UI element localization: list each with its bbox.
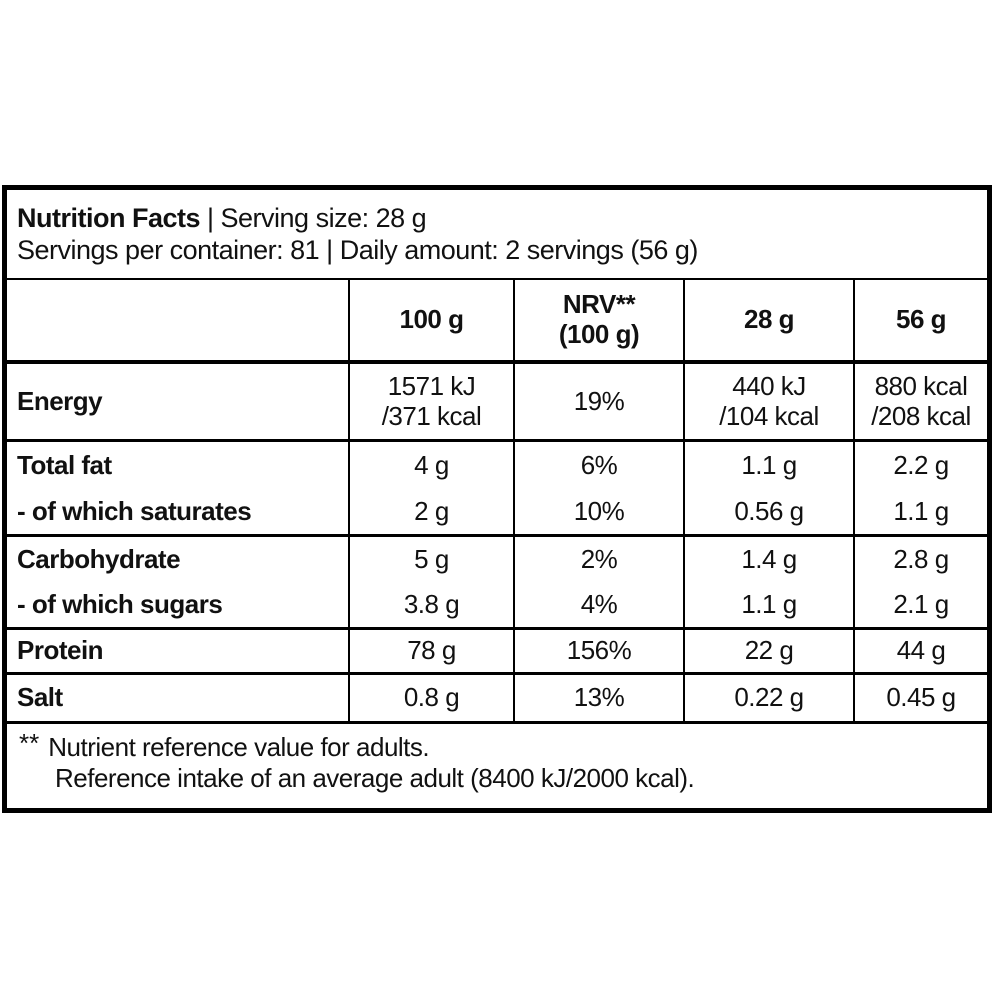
protein-per-100g: 78 g bbox=[350, 630, 515, 672]
total-fat-per-28g: 1.1 g bbox=[685, 442, 855, 489]
carbohydrate-per-100g: 5 g bbox=[350, 537, 515, 582]
footnote-text-2: Reference intake of an average adult (84… bbox=[55, 763, 695, 794]
header-56g: 56 g bbox=[895, 304, 947, 335]
saturates-nrv: 10% bbox=[515, 489, 685, 534]
total-fat-nrv: 6% bbox=[515, 442, 685, 489]
footnote-text-1: Nutrient reference value for adults. bbox=[48, 732, 430, 762]
sugars-row: - of which sugars 3.8 g 4% 1.1 g 2.1 g bbox=[7, 582, 987, 630]
salt-nrv: 13% bbox=[515, 675, 685, 721]
saturates-label: - of which saturates bbox=[7, 489, 350, 534]
nutrition-label: Nutrition Facts | Serving size: 28 g Serv… bbox=[2, 185, 992, 813]
salt-label: Salt bbox=[7, 675, 350, 721]
footnote-block: ** Nutrient reference value for adults. … bbox=[7, 724, 987, 808]
salt-per-100g: 0.8 g bbox=[350, 675, 515, 721]
sugars-nrv: 4% bbox=[515, 582, 685, 627]
sugars-per-28g: 1.1 g bbox=[685, 582, 855, 627]
saturates-per-28g: 0.56 g bbox=[685, 489, 855, 534]
total-fat-row: Total fat 4 g 6% 1.1 g 2.2 g bbox=[7, 442, 987, 489]
energy-per-28g: 440 kJ /104 kcal bbox=[685, 364, 855, 439]
header-100g: 100 g bbox=[350, 280, 515, 360]
salt-per-28g: 0.22 g bbox=[685, 675, 855, 721]
total-fat-per-56g: 2.2 g bbox=[893, 449, 949, 480]
footnote-marker: ** bbox=[19, 728, 40, 758]
protein-label: Protein bbox=[7, 630, 350, 672]
protein-per-56g: 44 g bbox=[896, 635, 946, 666]
footnote-line-1: ** Nutrient reference value for adults. bbox=[19, 728, 977, 763]
carbohydrate-label: Carbohydrate bbox=[7, 537, 350, 582]
serving-size-text: | Serving size: 28 g bbox=[207, 202, 427, 233]
energy-label: Energy bbox=[7, 364, 350, 439]
protein-row: Protein 78 g 156% 22 g 44 g bbox=[7, 630, 987, 675]
protein-per-28g: 22 g bbox=[685, 630, 855, 672]
sugars-label: - of which sugars bbox=[7, 582, 350, 627]
saturates-per-56g: 1.1 g bbox=[893, 495, 949, 526]
title-line-2: Servings per container: 81 | Daily amoun… bbox=[17, 235, 698, 265]
carbohydrate-nrv: 2% bbox=[515, 537, 685, 582]
carbohydrate-per-28g: 1.4 g bbox=[685, 537, 855, 582]
salt-row: Salt 0.8 g 13% 0.22 g 0.45 g bbox=[7, 675, 987, 724]
energy-per-56g: 880 kcal /208 kcal bbox=[871, 370, 971, 431]
salt-per-56g: 0.45 g bbox=[886, 682, 956, 713]
sugars-per-56g: 2.1 g bbox=[893, 588, 949, 619]
energy-per-100g: 1571 kJ /371 kcal bbox=[350, 364, 515, 439]
energy-nrv: 19% bbox=[515, 364, 685, 439]
nutrition-facts-title: Nutrition Facts bbox=[17, 202, 201, 233]
saturates-per-100g: 2 g bbox=[350, 489, 515, 534]
saturates-row: - of which saturates 2 g 10% 0.56 g 1.1 … bbox=[7, 489, 987, 537]
carbohydrate-row: Carbohydrate 5 g 2% 1.4 g 2.8 g bbox=[7, 537, 987, 582]
sugars-per-100g: 3.8 g bbox=[350, 582, 515, 627]
total-fat-label: Total fat bbox=[7, 442, 350, 489]
header-empty-cell bbox=[7, 280, 350, 360]
header-28g: 28 g bbox=[685, 280, 855, 360]
protein-nrv: 156% bbox=[515, 630, 685, 672]
title-line-1: Nutrition Facts | Serving size: 28 g bbox=[17, 202, 987, 234]
header-nrv: NRV** (100 g) bbox=[515, 280, 685, 360]
label-title-block: Nutrition Facts | Serving size: 28 g Serv… bbox=[7, 190, 987, 280]
total-fat-per-100g: 4 g bbox=[350, 442, 515, 489]
energy-row: Energy 1571 kJ /371 kcal 19% 440 kJ /104… bbox=[7, 364, 987, 442]
carbohydrate-per-56g: 2.8 g bbox=[893, 543, 949, 574]
column-header-row: 100 g NRV** (100 g) 28 g 56 g bbox=[7, 280, 987, 364]
